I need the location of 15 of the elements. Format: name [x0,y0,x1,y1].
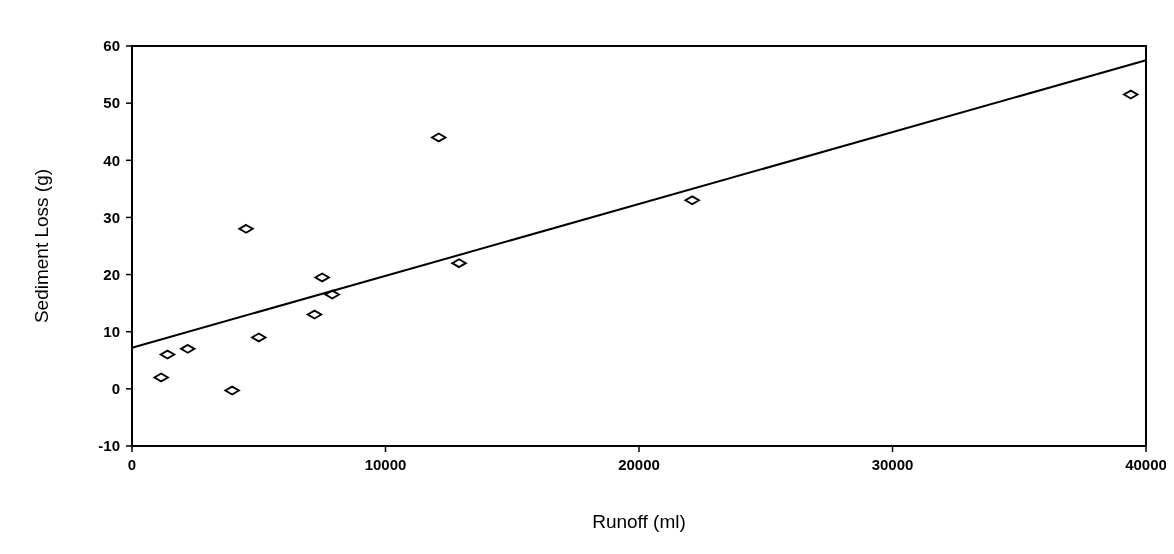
y-tick-label: 60 [103,37,120,55]
y-tick-label: 30 [103,208,120,226]
x-tick-label: 40000 [1125,456,1167,473]
x-tick-label: 10000 [364,456,407,473]
x-tick-label: 30000 [871,456,914,473]
x-tick-label: 0 [127,456,137,473]
y-tick-label: 40 [103,151,120,169]
y-tick-label: -10 [98,437,120,455]
x-axis-title: Runoff (ml) [592,511,686,532]
y-tick-label: 50 [103,94,120,112]
y-tick-label: 10 [103,322,120,340]
y-tick-label: 20 [103,265,120,283]
y-tick-label: 0 [111,380,120,398]
x-tick-label: 20000 [618,456,660,473]
y-axis-title: Sediment Loss (g) [31,168,52,324]
